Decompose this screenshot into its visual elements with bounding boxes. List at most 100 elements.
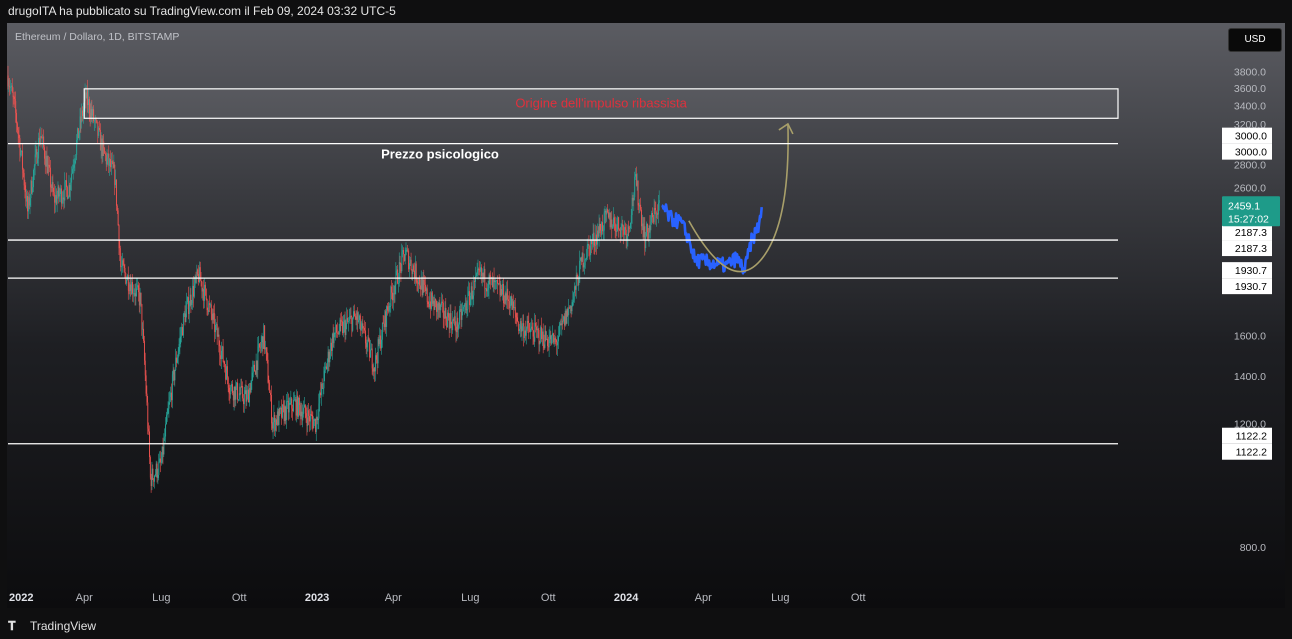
candle-body bbox=[520, 321, 522, 332]
candle bbox=[8, 78, 10, 93]
candle bbox=[499, 276, 501, 302]
candle bbox=[288, 397, 290, 420]
candle-body bbox=[22, 169, 24, 174]
candle bbox=[55, 185, 56, 213]
x-tick-label: Ott bbox=[232, 592, 247, 604]
candle-body bbox=[446, 321, 448, 328]
candle-body bbox=[165, 424, 167, 437]
candle-body bbox=[539, 343, 541, 345]
candle-body bbox=[584, 259, 586, 266]
candle-body bbox=[619, 229, 620, 231]
candle-body bbox=[272, 422, 274, 429]
candle-body bbox=[347, 317, 349, 322]
candle-body bbox=[421, 278, 423, 296]
candle-body bbox=[326, 366, 327, 370]
candle bbox=[232, 390, 234, 408]
candle-body bbox=[634, 176, 636, 198]
candle bbox=[393, 285, 395, 304]
candle-body bbox=[366, 342, 368, 348]
candle bbox=[340, 313, 342, 332]
candle bbox=[148, 422, 150, 435]
candle-body bbox=[320, 392, 322, 396]
candle bbox=[332, 324, 334, 348]
candle-body bbox=[324, 367, 326, 371]
candle-body bbox=[270, 392, 272, 395]
candle bbox=[409, 255, 410, 278]
candle bbox=[63, 189, 65, 210]
candle bbox=[484, 262, 486, 298]
candle bbox=[56, 190, 58, 213]
candle-body bbox=[243, 398, 244, 405]
candle-body bbox=[651, 212, 653, 222]
candle bbox=[90, 101, 92, 124]
candle-body bbox=[253, 364, 255, 368]
candle-body bbox=[185, 309, 187, 323]
candle bbox=[210, 302, 211, 308]
candle bbox=[155, 460, 157, 478]
candle bbox=[202, 287, 204, 301]
candle-body bbox=[49, 167, 51, 187]
candle bbox=[321, 378, 323, 390]
candle-body bbox=[182, 327, 183, 336]
candle-body bbox=[537, 328, 539, 331]
candle-body bbox=[222, 346, 224, 362]
candle-body bbox=[257, 346, 259, 370]
candle-body bbox=[317, 418, 319, 421]
candle bbox=[167, 401, 169, 415]
candle bbox=[147, 395, 149, 435]
footer-brand[interactable]: TradingView bbox=[30, 619, 97, 633]
x-tick-label: 2023 bbox=[305, 592, 329, 604]
candle bbox=[306, 407, 308, 436]
candle-body bbox=[112, 162, 114, 168]
candle-body bbox=[492, 277, 494, 288]
candle bbox=[252, 360, 254, 381]
candle bbox=[513, 294, 515, 319]
candle-body bbox=[273, 414, 275, 423]
candle bbox=[19, 135, 21, 162]
candle bbox=[616, 217, 618, 237]
candle bbox=[521, 323, 523, 341]
candle bbox=[135, 283, 137, 306]
candle-body bbox=[483, 268, 485, 278]
candle-body bbox=[545, 330, 547, 341]
candle-body bbox=[563, 316, 565, 322]
candle-body bbox=[380, 335, 382, 349]
candle bbox=[470, 292, 471, 307]
candle-body bbox=[226, 366, 228, 380]
candle bbox=[387, 303, 388, 316]
candle-body bbox=[610, 219, 612, 228]
candle bbox=[138, 283, 140, 313]
candle-body bbox=[527, 321, 529, 323]
candle bbox=[93, 105, 95, 124]
candle-body bbox=[434, 299, 436, 310]
candle-body bbox=[318, 403, 320, 419]
candle-body bbox=[323, 370, 325, 389]
candle-body bbox=[542, 331, 544, 345]
candle bbox=[83, 102, 84, 124]
chart-panel[interactable] bbox=[7, 23, 1285, 608]
candle-body bbox=[515, 313, 517, 318]
candle bbox=[88, 89, 89, 114]
candle-body bbox=[459, 309, 461, 310]
candle bbox=[608, 208, 610, 220]
candle-body bbox=[62, 197, 64, 199]
candle-body bbox=[514, 307, 516, 314]
candle bbox=[224, 360, 226, 373]
candle bbox=[188, 286, 189, 320]
candle bbox=[425, 276, 427, 297]
candle bbox=[433, 297, 435, 316]
candle-body bbox=[261, 336, 263, 343]
candle bbox=[387, 302, 389, 314]
candle-body bbox=[555, 340, 557, 343]
candle-body bbox=[20, 152, 22, 156]
candle-body bbox=[52, 182, 54, 193]
tradingview-logo-icon[interactable]: 𝐓 bbox=[8, 619, 16, 633]
candle-body bbox=[174, 370, 176, 381]
candle bbox=[628, 220, 630, 237]
candle-body bbox=[238, 393, 240, 400]
candle bbox=[470, 282, 472, 306]
candle bbox=[248, 382, 250, 407]
candle-body bbox=[293, 400, 294, 412]
currency-button[interactable]: USD bbox=[1228, 28, 1282, 52]
